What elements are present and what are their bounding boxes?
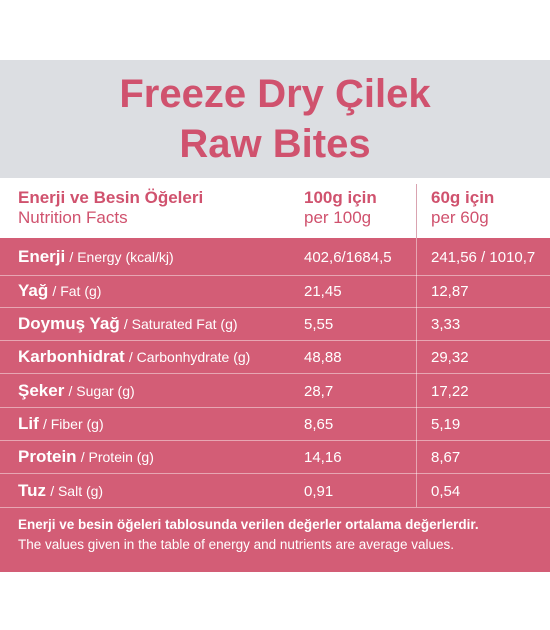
header-col2-en: per 100g xyxy=(304,208,372,227)
value-per-100g: 0,91 xyxy=(304,483,334,500)
value-per-60g: 241,56 / 1010,7 xyxy=(431,249,536,266)
value-per-100g: 28,7 xyxy=(304,383,334,400)
row-divider xyxy=(0,407,550,408)
value-per-100g: 8,65 xyxy=(304,416,334,433)
value-per-100g: 21,45 xyxy=(304,283,342,300)
table-row-label: Tuz / Salt (g) xyxy=(18,481,104,500)
value-per-100g: 402,6/1684,5 xyxy=(304,249,392,266)
table-row-label: Lif / Fiber (g) xyxy=(18,414,104,433)
row-divider xyxy=(0,473,550,474)
header-col3-en: per 60g xyxy=(431,208,489,227)
value-per-60g: 0,54 xyxy=(431,483,461,500)
header-col1-en: Nutrition Facts xyxy=(18,208,128,227)
row-divider xyxy=(0,340,550,341)
value-per-60g: 29,32 xyxy=(431,349,469,366)
value-per-100g: 5,55 xyxy=(304,316,334,333)
value-per-100g: 14,16 xyxy=(304,449,342,466)
value-per-100g: 48,88 xyxy=(304,349,342,366)
table-row-label: Enerji / Energy (kcal/kj) xyxy=(18,247,174,266)
column-divider xyxy=(416,238,417,507)
header-col3-tr: 60g için xyxy=(431,188,495,207)
row-divider xyxy=(0,307,550,308)
product-subtitle: Raw Bites xyxy=(179,122,371,166)
row-divider xyxy=(0,373,550,374)
row-divider xyxy=(0,275,550,276)
row-divider xyxy=(0,440,550,441)
value-per-60g: 5,19 xyxy=(431,416,461,433)
footer-note-tr: Enerji ve besin öğeleri tablosunda veril… xyxy=(18,517,479,532)
table-row-label: Doymuş Yağ / Saturated Fat (g) xyxy=(18,314,238,333)
title-band xyxy=(0,60,550,178)
table-row-label: Protein / Protein (g) xyxy=(18,447,154,466)
header-col2-tr: 100g için xyxy=(304,188,377,207)
nutrition-table xyxy=(0,238,550,572)
product-title: Freeze Dry Çilek xyxy=(119,72,431,116)
row-divider xyxy=(0,507,550,508)
header-divider xyxy=(416,184,417,238)
table-row-label: Karbonhidrat / Carbonhydrate (g) xyxy=(18,347,251,366)
value-per-60g: 17,22 xyxy=(431,383,469,400)
header-col1-tr: Enerji ve Besin Öğeleri xyxy=(18,188,204,207)
table-row-label: Şeker / Sugar (g) xyxy=(18,381,135,400)
table-row-label: Yağ / Fat (g) xyxy=(18,281,102,300)
value-per-60g: 12,87 xyxy=(431,283,469,300)
value-per-60g: 8,67 xyxy=(431,449,461,466)
footer-note-en: The values given in the table of energy … xyxy=(18,537,455,552)
value-per-60g: 3,33 xyxy=(431,316,461,333)
